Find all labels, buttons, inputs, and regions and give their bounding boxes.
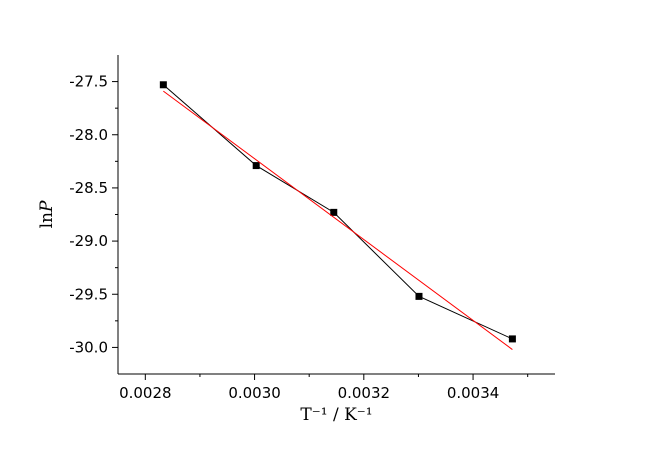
y-tick-label: -28.5 <box>69 179 108 197</box>
data-point <box>415 292 423 300</box>
y-axis-title: lnP <box>37 200 57 228</box>
data-point <box>252 162 260 170</box>
data-point <box>508 335 516 343</box>
y-axis-title-prefix: ln <box>37 212 57 228</box>
x-tick-label: 0.0034 <box>447 384 500 402</box>
x-axis-title: T⁻¹ / K⁻¹ <box>300 405 372 425</box>
y-tick-label: -29.5 <box>69 285 108 303</box>
y-tick-label: -29.0 <box>69 232 108 250</box>
data-point <box>330 208 338 216</box>
y-tick-label: -28.0 <box>69 126 108 144</box>
x-tick-label: 0.0028 <box>119 384 172 402</box>
fit-line <box>163 90 513 350</box>
y-axis-title-variable: P <box>37 200 57 213</box>
data-point <box>159 81 167 89</box>
y-tick-label: -30.0 <box>69 338 108 356</box>
series <box>159 81 516 350</box>
ticks: 0.0028 0.0030 0.0032 0.0034 -27.5 -28.0 -28.5 -… <box>69 73 529 402</box>
x-tick-label: 0.0030 <box>228 384 281 402</box>
data-line <box>163 84 513 340</box>
y-tick-label: -27.5 <box>69 73 108 91</box>
x-tick-label: 0.0032 <box>338 384 391 402</box>
